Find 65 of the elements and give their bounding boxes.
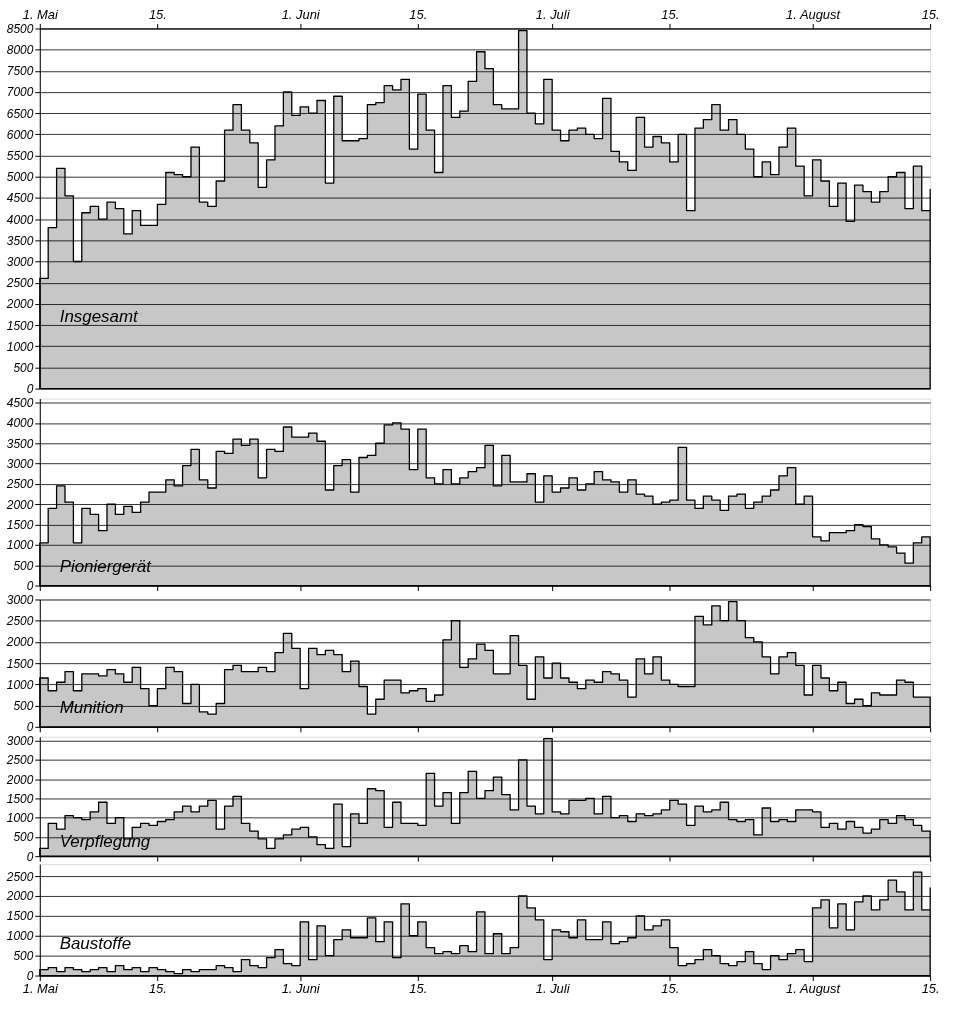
x-tick-label: 1. Juni — [281, 7, 321, 23]
y-tick-label: 5000 — [6, 170, 34, 185]
x-tick-label: 1. August — [786, 980, 842, 996]
y-tick-label: 0 — [26, 579, 34, 594]
y-tick-label: 500 — [13, 699, 34, 714]
x-tick-label: 1. August — [786, 7, 842, 23]
y-tick-label: 0 — [26, 849, 34, 864]
x-tick-label: 1. Juli — [535, 980, 571, 996]
x-tick-label: 1. Mai — [22, 7, 60, 23]
y-tick-label: 500 — [13, 360, 34, 375]
x-tick-label: 1. Juni — [281, 980, 321, 996]
y-tick-label: 2000 — [5, 772, 34, 787]
y-tick-label: 2500 — [5, 869, 34, 884]
y-tick-label: 8500 — [6, 21, 34, 36]
x-tick-label: 15. — [921, 7, 940, 23]
y-tick-label: 4500 — [6, 396, 34, 411]
y-tick-label: 0 — [26, 720, 34, 735]
y-tick-label: 0 — [26, 382, 34, 397]
series-label: Pioniergerät — [59, 556, 153, 576]
y-tick-label: 2500 — [5, 276, 34, 291]
y-tick-label: 4000 — [6, 212, 34, 227]
y-tick-label: 1500 — [6, 518, 34, 533]
y-tick-label: 2000 — [5, 889, 34, 904]
y-tick-label: 3000 — [6, 254, 34, 269]
y-tick-label: 500 — [13, 558, 34, 573]
y-tick-label: 4000 — [6, 416, 34, 431]
y-tick-label: 1500 — [6, 318, 34, 333]
y-tick-label: 500 — [13, 830, 34, 845]
y-tick-label: 2500 — [5, 753, 34, 768]
y-tick-label: 7000 — [6, 85, 34, 100]
y-tick-label: 3000 — [6, 592, 34, 607]
y-tick-label: 6500 — [6, 106, 34, 121]
y-tick-label: 2000 — [5, 635, 34, 650]
series-label: Baustoffe — [59, 934, 132, 954]
x-tick-label: 15. — [409, 7, 428, 23]
y-tick-label: 3000 — [6, 734, 34, 749]
y-tick-label: 3500 — [6, 233, 34, 248]
x-tick-label: 15. — [921, 980, 940, 996]
y-tick-label: 6000 — [6, 127, 34, 142]
y-tick-label: 3500 — [6, 436, 34, 451]
y-tick-label: 1000 — [6, 677, 34, 692]
y-tick-label: 1000 — [6, 339, 34, 354]
y-tick-label: 1000 — [6, 538, 34, 553]
y-tick-label: 7500 — [6, 64, 34, 79]
x-tick-label: 15. — [661, 980, 680, 996]
x-tick-label: 15. — [148, 7, 167, 23]
x-tick-label: 15. — [661, 7, 680, 23]
y-tick-label: 4500 — [6, 191, 34, 206]
y-tick-label: 2000 — [5, 497, 34, 512]
y-tick-label: 1500 — [6, 791, 34, 806]
y-tick-label: 1500 — [6, 656, 34, 671]
x-tick-label: 15. — [148, 980, 167, 996]
x-tick-label: 1. Juli — [535, 7, 571, 23]
y-tick-label: 2000 — [5, 297, 34, 312]
y-tick-label: 3000 — [6, 457, 34, 472]
series-label: Insgesamt — [59, 306, 139, 326]
x-tick-label: 15. — [409, 980, 428, 996]
y-tick-label: 500 — [13, 949, 34, 964]
y-tick-label: 2500 — [5, 477, 34, 492]
y-tick-label: 1000 — [6, 929, 34, 944]
y-tick-label: 1500 — [6, 909, 34, 924]
y-tick-label: 1000 — [6, 811, 34, 826]
y-tick-label: 8000 — [6, 43, 34, 58]
y-tick-label: 5500 — [6, 149, 34, 164]
y-tick-label: 2500 — [5, 614, 34, 629]
